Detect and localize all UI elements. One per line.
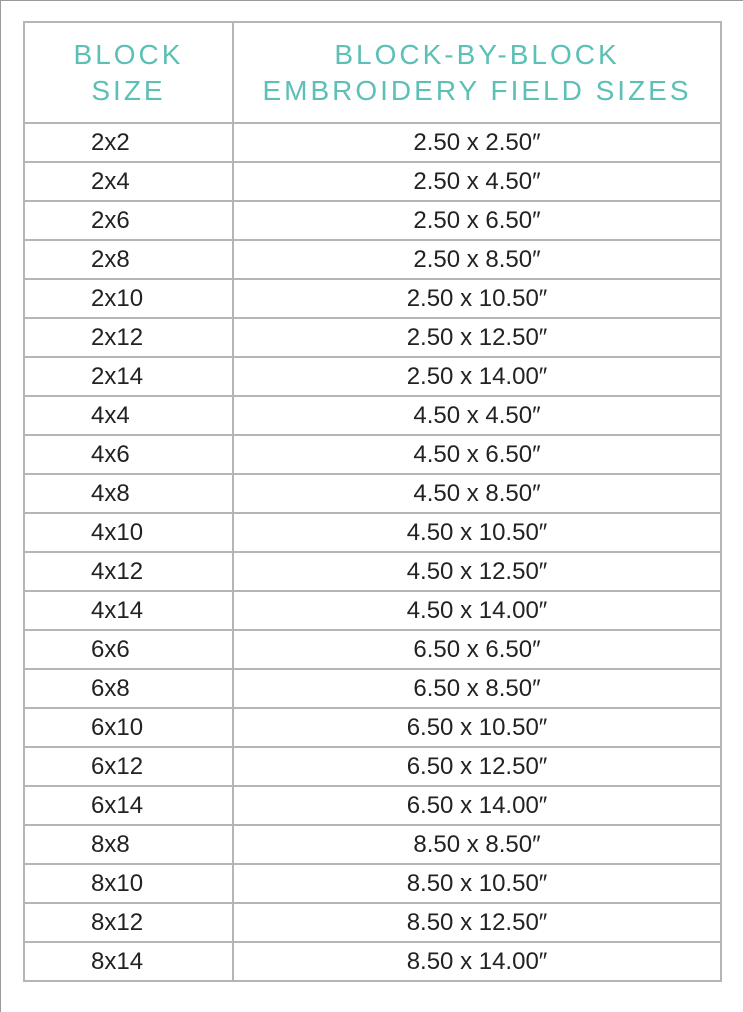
table-row: 2x12 2.50 x 12.50″ (23, 317, 722, 358)
table-row: 4x14 4.50 x 14.00″ (23, 590, 722, 631)
field-size-cell: 2.50 x 14.00″ (232, 356, 722, 397)
block-size-cell: 4x12 (23, 551, 234, 592)
table-row: 4x4 4.50 x 4.50″ (23, 395, 722, 436)
table-row: 2x8 2.50 x 8.50″ (23, 239, 722, 280)
block-size-cell: 2x4 (23, 161, 234, 202)
field-size-cell: 2.50 x 4.50″ (232, 161, 722, 202)
header-row: BLOCK SIZE BLOCK-BY-BLOCK EMBROIDERY FIELD… (23, 21, 722, 124)
table-row: 4x10 4.50 x 10.50″ (23, 512, 722, 553)
field-size-cell: 2.50 x 8.50″ (232, 239, 722, 280)
table-row: 2x6 2.50 x 6.50″ (23, 200, 722, 241)
field-size-cell: 4.50 x 12.50″ (232, 551, 722, 592)
table-row: 4x6 4.50 x 6.50″ (23, 434, 722, 475)
table-row: 2x2 2.50 x 2.50″ (23, 122, 722, 163)
field-size-cell: 6.50 x 10.50″ (232, 707, 722, 748)
block-size-cell: 4x8 (23, 473, 234, 514)
field-size-cell: 8.50 x 10.50″ (232, 863, 722, 904)
block-size-cell: 6x6 (23, 629, 234, 670)
field-size-cell: 2.50 x 10.50″ (232, 278, 722, 319)
header-text: BLOCK-BY-BLOCK (334, 38, 620, 70)
block-size-cell: 4x6 (23, 434, 234, 475)
block-size-cell: 8x8 (23, 824, 234, 865)
header-text: EMBROIDERY FIELD SIZES (262, 74, 692, 106)
header-field-sizes: BLOCK-BY-BLOCK EMBROIDERY FIELD SIZES (232, 21, 722, 124)
field-size-cell: 2.50 x 12.50″ (232, 317, 722, 358)
table-row: 4x8 4.50 x 8.50″ (23, 473, 722, 514)
field-size-cell: 2.50 x 2.50″ (232, 122, 722, 163)
table-row: 8x8 8.50 x 8.50″ (23, 824, 722, 865)
field-size-cell: 2.50 x 6.50″ (232, 200, 722, 241)
block-size-cell: 6x8 (23, 668, 234, 709)
field-size-cell: 6.50 x 12.50″ (232, 746, 722, 787)
block-size-cell: 6x14 (23, 785, 234, 826)
block-size-cell: 4x4 (23, 395, 234, 436)
table-row: 8x10 8.50 x 10.50″ (23, 863, 722, 904)
field-size-cell: 8.50 x 14.00″ (232, 941, 722, 982)
field-size-cell: 8.50 x 12.50″ (232, 902, 722, 943)
field-size-cell: 6.50 x 14.00″ (232, 785, 722, 826)
field-size-cell: 6.50 x 8.50″ (232, 668, 722, 709)
table-row: 8x12 8.50 x 12.50″ (23, 902, 722, 943)
block-size-cell: 2x2 (23, 122, 234, 163)
table-row: 6x12 6.50 x 12.50″ (23, 746, 722, 787)
block-size-cell: 6x10 (23, 707, 234, 748)
table-row: 6x8 6.50 x 8.50″ (23, 668, 722, 709)
block-size-cell: 4x14 (23, 590, 234, 631)
block-size-cell: 8x14 (23, 941, 234, 982)
field-size-cell: 4.50 x 4.50″ (232, 395, 722, 436)
block-size-cell: 2x8 (23, 239, 234, 280)
block-size-cell: 2x14 (23, 356, 234, 397)
table-row: 2x4 2.50 x 4.50″ (23, 161, 722, 202)
block-size-cell: 8x12 (23, 902, 234, 943)
table-row: 8x14 8.50 x 14.00″ (23, 941, 722, 982)
table-row: 6x14 6.50 x 14.00″ (23, 785, 722, 826)
header-block-size: BLOCK SIZE (23, 21, 234, 124)
field-size-cell: 8.50 x 8.50″ (232, 824, 722, 865)
field-size-cell: 4.50 x 6.50″ (232, 434, 722, 475)
table-row: 2x10 2.50 x 10.50″ (23, 278, 722, 319)
block-size-cell: 4x10 (23, 512, 234, 553)
header-text: SIZE (91, 74, 166, 106)
table-row: 6x6 6.50 x 6.50″ (23, 629, 722, 670)
field-size-cell: 4.50 x 14.00″ (232, 590, 722, 631)
table-row: 2x14 2.50 x 14.00″ (23, 356, 722, 397)
embroidery-size-table: BLOCK SIZE BLOCK-BY-BLOCK EMBROIDERY FIELD… (23, 21, 722, 982)
block-size-cell: 2x6 (23, 200, 234, 241)
header-text: BLOCK (73, 38, 184, 70)
block-size-cell: 6x12 (23, 746, 234, 787)
table-row: 4x12 4.50 x 12.50″ (23, 551, 722, 592)
field-size-cell: 4.50 x 8.50″ (232, 473, 722, 514)
table-row: 6x10 6.50 x 10.50″ (23, 707, 722, 748)
block-size-cell: 2x10 (23, 278, 234, 319)
field-size-cell: 6.50 x 6.50″ (232, 629, 722, 670)
field-size-cell: 4.50 x 10.50″ (232, 512, 722, 553)
block-size-cell: 8x10 (23, 863, 234, 904)
block-size-cell: 2x12 (23, 317, 234, 358)
